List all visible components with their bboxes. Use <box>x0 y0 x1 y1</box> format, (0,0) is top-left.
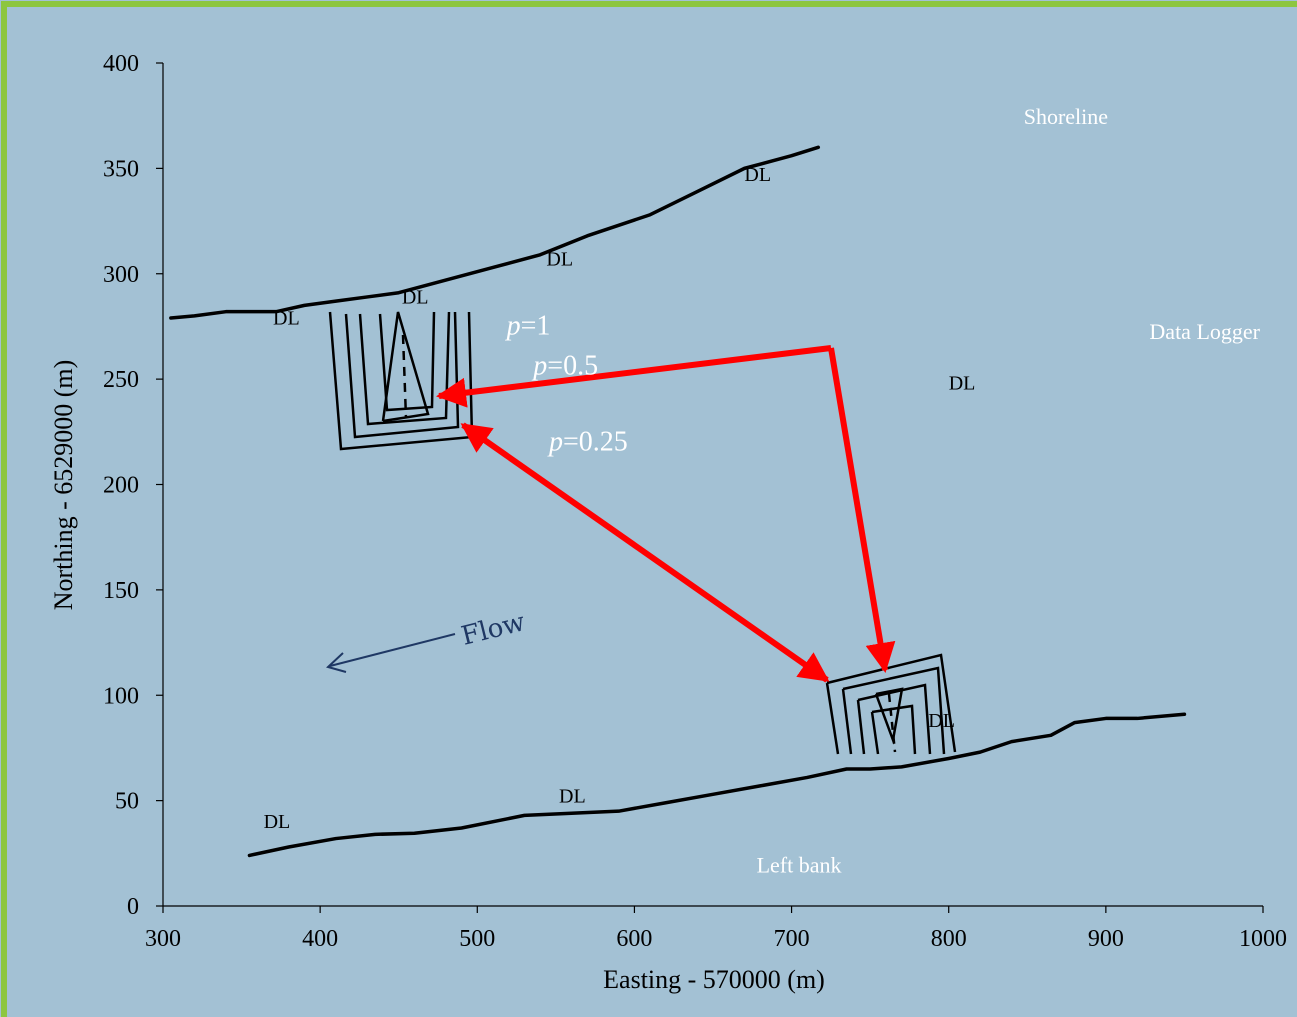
arrows <box>326 345 896 683</box>
upper-centerline <box>401 334 408 419</box>
lower-contour <box>856 699 866 755</box>
y-tick-label: 300 <box>103 262 139 288</box>
y-tick-label: 150 <box>103 578 139 604</box>
lower-contour <box>841 688 853 755</box>
upper-contour <box>328 311 474 451</box>
x-tick-label: 900 <box>1088 926 1124 952</box>
data-logger-label: DL <box>546 248 573 270</box>
y-axis-label: Northing - 6529000 (m) <box>49 360 78 611</box>
y-tick-label: 250 <box>103 367 139 393</box>
upper-contour <box>344 311 460 439</box>
data-logger-label: DL <box>273 307 300 329</box>
lower-contour <box>826 653 957 753</box>
annotation-label: Left bank <box>757 852 842 877</box>
arrow-to-upper <box>436 345 832 408</box>
x-tick-label: 800 <box>931 926 967 952</box>
y-tick-label: 350 <box>103 156 139 182</box>
axes: 300 400 500 600 700 800 900 1000 0 50 100 150 200 250… <box>103 51 1287 952</box>
series-line <box>169 145 821 320</box>
y-tick-label: 200 <box>103 473 139 499</box>
y-tick-label: 0 <box>127 894 139 920</box>
flow-arrow-head <box>326 652 347 673</box>
series-line <box>247 712 1187 858</box>
data-logger-label: DL <box>928 710 955 732</box>
y-tick-label: 100 <box>103 683 139 709</box>
data-logger-label: DL <box>264 811 291 833</box>
data-logger-label: DL <box>559 786 586 808</box>
arrow-to-lower <box>828 347 896 673</box>
x-tick-label: 1000 <box>1239 926 1287 952</box>
lower-contour <box>825 682 840 755</box>
data-logger-label: DL <box>744 164 771 186</box>
x-axis-label: Easting - 570000 (m) <box>603 965 825 994</box>
upper-contour <box>378 311 436 412</box>
upper-contour <box>358 311 451 426</box>
x-tick-label: 700 <box>774 926 810 952</box>
annotation-label: Data Logger <box>1149 319 1260 344</box>
x-tick-label: 500 <box>459 926 495 952</box>
y-tick-label: 400 <box>103 51 139 77</box>
lower-contour <box>842 666 946 755</box>
lower-triangle <box>874 687 904 745</box>
series-layer <box>169 145 1187 858</box>
arrow-between-structures <box>460 422 830 683</box>
probability-label: p=0.25 <box>547 426 628 457</box>
labels: DL DL DL DL DL DL DL DL p=1 p=0.5 p=0.25 Shoreline D… <box>264 104 1261 877</box>
y-tick-label: 50 <box>115 789 139 815</box>
lower-centerline <box>887 693 897 753</box>
annotation-label: Shoreline <box>1024 104 1108 129</box>
probability-label: p=1 <box>505 310 551 341</box>
x-tick-label: 600 <box>616 926 652 952</box>
x-tick-label: 300 <box>145 926 181 952</box>
lower-contour <box>870 711 880 755</box>
lower-contour <box>857 683 932 755</box>
structures <box>328 311 957 755</box>
lower-contour <box>871 704 917 755</box>
flow-arrow-shaft <box>329 633 456 667</box>
data-logger-label: DL <box>402 286 429 308</box>
probability-label: p=0.5 <box>531 350 598 381</box>
x-tick-label: 400 <box>302 926 338 952</box>
data-logger-label: DL <box>949 373 976 395</box>
